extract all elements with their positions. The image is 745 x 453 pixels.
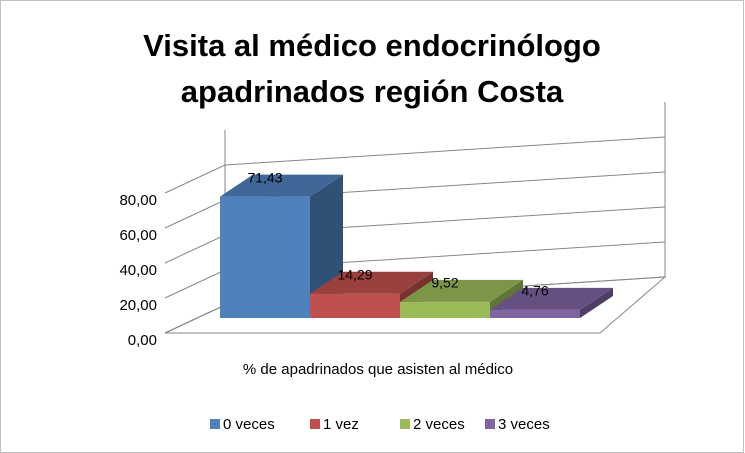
bar-face (580, 287, 613, 318)
bar-face (310, 271, 433, 294)
chart-title: Visita al médico endocrinólogo (143, 28, 601, 63)
y-tick-label: 40,00 (119, 262, 157, 279)
grid-line (164, 136, 666, 194)
bar-face (220, 196, 310, 318)
bar-face (220, 174, 343, 197)
legend-label: 0 veces (223, 416, 275, 433)
legend-swatch (400, 419, 410, 429)
y-tick-label: 80,00 (119, 192, 157, 209)
legend-swatch (485, 419, 495, 429)
y-tick-label: 60,00 (119, 227, 157, 244)
bar-face (400, 301, 490, 318)
bar-face (490, 287, 613, 310)
bar-face (310, 293, 400, 318)
value-label: 4,76 (521, 283, 548, 299)
legend-label: 2 veces (413, 416, 465, 433)
y-tick-label: 0,00 (128, 332, 157, 349)
chart-title: apadrinados región Costa (181, 74, 564, 109)
bar-face (490, 309, 580, 318)
bar (490, 287, 613, 318)
x-axis-label: % de apadrinados que asisten al médico (243, 361, 513, 378)
legend-swatch (210, 419, 220, 429)
bar-face (400, 279, 523, 302)
value-label: 71,43 (247, 169, 282, 185)
legend-label: 1 vez (323, 416, 359, 433)
legend-label: 3 veces (498, 416, 550, 433)
bar (220, 174, 343, 318)
value-label: 14,29 (337, 266, 372, 282)
value-label: 9,52 (431, 275, 458, 291)
y-tick-label: 20,00 (119, 297, 157, 314)
legend-swatch (310, 419, 320, 429)
